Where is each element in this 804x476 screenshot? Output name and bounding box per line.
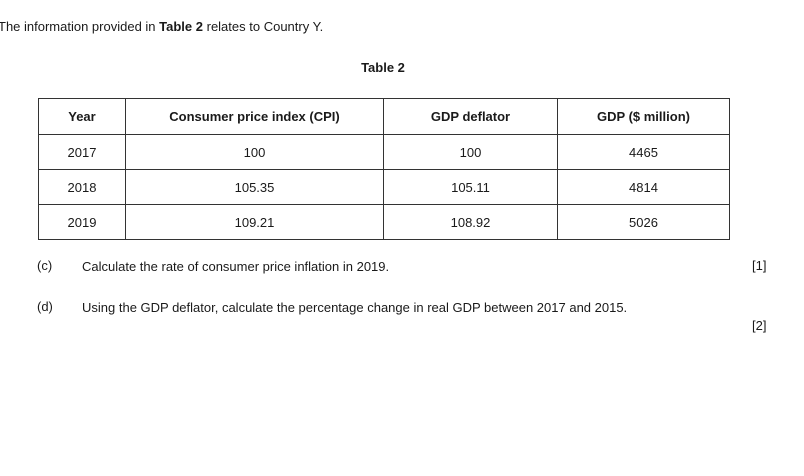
cell-year: 2019 (38, 204, 126, 240)
header-gdp-deflator: GDP deflator (383, 98, 558, 135)
cell-gdp-deflator: 108.92 (383, 204, 558, 240)
marks-badge: [1] (752, 258, 767, 273)
intro-before: The information provided in (0, 19, 160, 34)
header-gdp: GDP ($ million) (557, 98, 730, 135)
intro-after: relates to Country Y. (203, 19, 324, 34)
question-label: (d) (37, 299, 53, 314)
cell-gdp: 5026 (557, 204, 730, 240)
cell-cpi: 109.21 (125, 204, 384, 240)
question-text: Calculate the rate of consumer price inf… (82, 259, 390, 274)
cell-gdp-deflator: 100 (383, 134, 558, 170)
cell-year: 2018 (38, 169, 126, 205)
data-table: Year Consumer price index (CPI) GDP defl… (38, 98, 730, 240)
table-header-row: Year Consumer price index (CPI) GDP defl… (38, 98, 730, 135)
cell-year: 2017 (38, 134, 126, 170)
table-row: 2017 100 100 4465 (38, 134, 730, 170)
cell-cpi: 105.35 (125, 169, 384, 205)
header-year: Year (38, 98, 126, 135)
question-text: Using the GDP deflator, calculate the pe… (82, 300, 628, 315)
cell-gdp-deflator: 105.11 (383, 169, 558, 205)
table-row: 2019 109.21 108.92 5026 (38, 204, 730, 240)
cell-cpi: 100 (125, 134, 384, 170)
intro-text: The information provided in Table 2 rela… (0, 19, 323, 34)
table-row: 2018 105.35 105.11 4814 (38, 169, 730, 205)
question-label: (c) (37, 258, 53, 273)
marks-badge: [2] (752, 318, 767, 333)
cell-gdp: 4814 (557, 169, 730, 205)
header-cpi: Consumer price index (CPI) (125, 98, 384, 135)
cell-gdp: 4465 (557, 134, 730, 170)
intro-table-ref: Table 2 (159, 19, 203, 34)
table-title: Table 2 (361, 60, 405, 75)
